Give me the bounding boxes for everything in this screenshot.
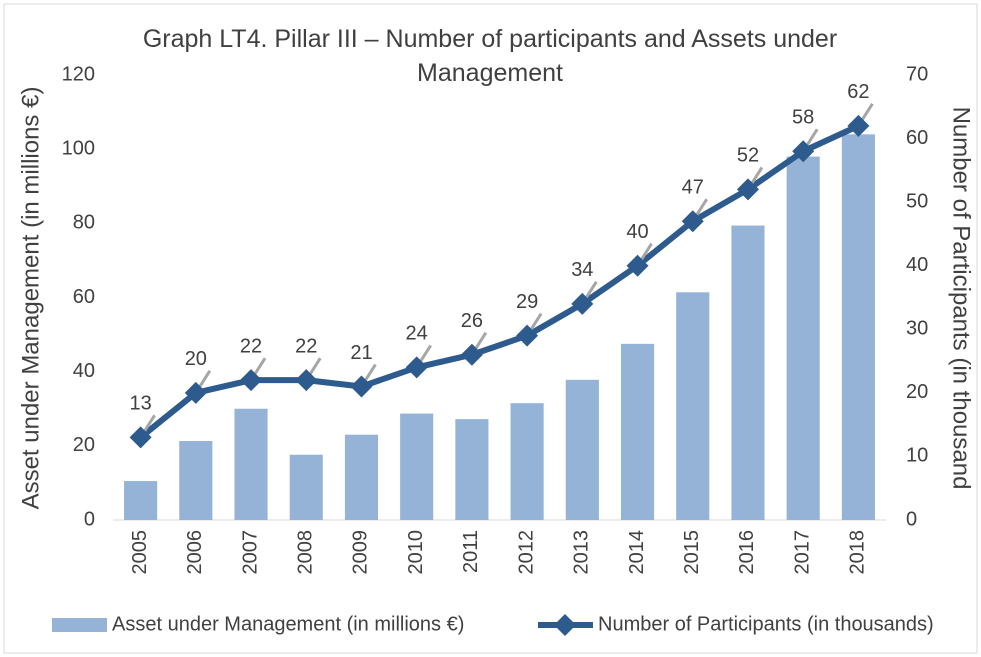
- y-tick-label: 0: [84, 508, 95, 530]
- legend-marker: [554, 614, 576, 636]
- x-tick-label: 2013: [571, 530, 593, 575]
- marker: [681, 210, 704, 233]
- marker: [460, 343, 483, 366]
- bar: [786, 156, 820, 521]
- bar: [455, 419, 489, 520]
- bar: [179, 441, 213, 520]
- chart-title: Graph LT4. Pillar III – Number of partic…: [142, 25, 838, 87]
- marker: [405, 356, 428, 379]
- marker: [847, 114, 870, 137]
- marker: [129, 426, 152, 449]
- x-tick-label: 2005: [129, 530, 151, 575]
- y2-tick-label: 60: [906, 127, 928, 149]
- data-label: 21: [350, 342, 372, 364]
- data-label: 29: [516, 291, 538, 313]
- marker: [626, 254, 649, 277]
- y2-tick-label: 0: [906, 508, 917, 530]
- bar: [289, 454, 323, 520]
- y2-tick-label: 30: [906, 318, 928, 340]
- x-tick-label: 2011: [460, 530, 482, 573]
- data-label: 58: [792, 107, 814, 129]
- marker: [350, 375, 373, 398]
- y2-tick-label: 70: [906, 63, 928, 85]
- legend-label: Asset under Management (in millions €): [112, 613, 464, 635]
- bar: [565, 379, 599, 520]
- data-label: 47: [682, 176, 704, 198]
- bar: [124, 481, 158, 520]
- y-tick-label: 100: [62, 137, 95, 159]
- y2-axis-title: Number of Participants (in thousand: [948, 107, 975, 490]
- y-axis-title: Asset under Management (in millions €): [17, 87, 44, 510]
- bar: [841, 134, 875, 521]
- x-tick-label: 2012: [515, 530, 537, 575]
- data-label: 34: [571, 259, 593, 281]
- marker: [792, 140, 815, 163]
- x-tick-label: 2018: [847, 530, 869, 575]
- marker: [184, 381, 207, 404]
- x-tick-label: 2017: [791, 530, 813, 575]
- bar: [510, 403, 544, 520]
- x-tick-label: 2009: [350, 530, 372, 575]
- marker: [736, 178, 759, 201]
- data-label: 62: [847, 81, 869, 103]
- y-tick-label: 40: [73, 360, 95, 382]
- data-label: 24: [406, 323, 428, 345]
- data-label: 20: [185, 348, 207, 370]
- data-label: 40: [626, 221, 648, 243]
- data-label: 22: [240, 335, 262, 357]
- data-label: 26: [461, 310, 483, 332]
- data-label: 13: [129, 393, 151, 415]
- x-tick-label: 2006: [184, 530, 206, 575]
- y2-tick-label: 50: [906, 190, 928, 212]
- bar: [234, 408, 268, 520]
- marker: [571, 292, 594, 315]
- bar: [731, 225, 765, 520]
- y-tick-label: 80: [73, 212, 95, 234]
- bar: [400, 413, 434, 520]
- x-tick-label: 2008: [295, 530, 317, 575]
- data-label: 52: [737, 145, 759, 167]
- bar: [620, 343, 655, 520]
- y2-tick-label: 20: [906, 381, 928, 403]
- bar: [344, 434, 379, 520]
- marker: [240, 369, 263, 392]
- y-tick-label: 120: [62, 63, 95, 85]
- x-tick-label: 2014: [626, 530, 648, 575]
- y-tick-label: 20: [73, 434, 95, 456]
- x-tick-label: 2015: [681, 530, 703, 575]
- marker: [516, 324, 539, 347]
- x-tick-label: 2010: [405, 530, 427, 575]
- legend-swatch: [52, 618, 107, 632]
- y2-tick-label: 10: [906, 445, 928, 467]
- bar: [676, 292, 710, 520]
- legend-label: Number of Participants (in thousands): [598, 613, 934, 635]
- marker: [295, 369, 318, 392]
- x-tick-label: 2016: [736, 530, 758, 575]
- x-tick-label: 2007: [239, 530, 261, 575]
- y2-tick-label: 40: [906, 254, 928, 276]
- y-tick-label: 60: [73, 286, 95, 308]
- data-label: 22: [295, 335, 317, 357]
